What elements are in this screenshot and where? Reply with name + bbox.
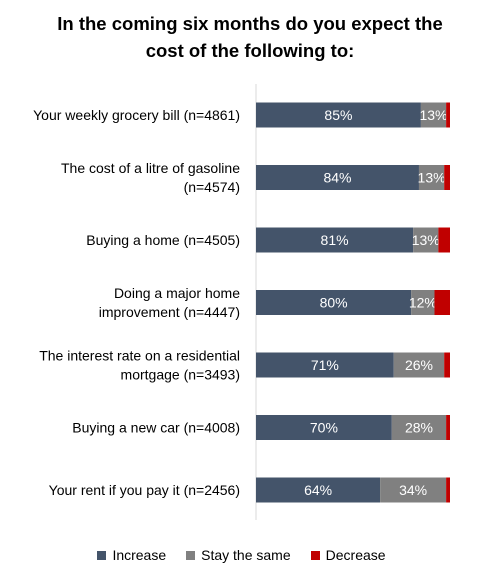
- bar-increase: [256, 290, 412, 315]
- data-label-increase: 64%: [304, 482, 332, 498]
- bar-stay-the-same: [420, 102, 447, 128]
- legend-swatch-increase: [97, 550, 107, 560]
- category-label: Your weekly grocery bill (n=4861): [33, 107, 240, 123]
- bar-increase: [256, 102, 421, 128]
- chart-title: In the coming six months do you expect t…: [30, 10, 470, 64]
- data-label-stay-the-same: 13%: [412, 232, 440, 248]
- data-label-increase: 85%: [324, 107, 352, 123]
- data-label-stay-the-same: 26%: [405, 357, 433, 373]
- legend-label-decrease: Decrease: [325, 547, 386, 563]
- bar-decrease: [446, 415, 450, 440]
- legend-item-stay-the-same: Stay the same: [186, 547, 291, 563]
- category-label: Doing a major home: [114, 285, 240, 301]
- data-label-stay-the-same: 13%: [419, 107, 447, 123]
- category-label: Your rent if you pay it (n=2456): [49, 482, 240, 498]
- bar-decrease: [446, 477, 450, 503]
- legend: Increase Stay the same Decrease: [0, 547, 483, 563]
- bar-stay-the-same: [380, 477, 447, 503]
- bar-increase: [256, 227, 414, 253]
- bar-stay-the-same: [418, 165, 445, 190]
- data-label-stay-the-same: 13%: [418, 170, 446, 186]
- bar-decrease: [438, 227, 450, 253]
- category-label: Buying a home (n=4505): [86, 232, 240, 248]
- legend-swatch-decrease: [310, 550, 320, 560]
- data-label-increase: 81%: [321, 232, 349, 248]
- bar-increase: [256, 352, 394, 378]
- bar-increase: [256, 415, 392, 440]
- data-label-increase: 70%: [310, 420, 338, 436]
- chart-title-line-2: cost of the following to:: [145, 40, 355, 61]
- data-label-stay-the-same: 12%: [409, 295, 437, 311]
- bar-stay-the-same: [413, 227, 439, 253]
- chart-title-line-1: In the coming six months do you expect t…: [57, 13, 443, 34]
- category-label: Buying a new car (n=4008): [72, 420, 240, 436]
- category-label: improvement (n=4447): [99, 304, 240, 320]
- legend-label-stay-the-same: Stay the same: [201, 547, 291, 563]
- bar-increase: [256, 165, 419, 190]
- category-label: (n=4574): [184, 179, 240, 195]
- bar-decrease: [434, 290, 450, 315]
- bar-decrease: [444, 352, 450, 378]
- legend-item-increase: Increase: [97, 547, 166, 563]
- legend-swatch-stay-the-same: [186, 550, 196, 560]
- data-label-increase: 71%: [311, 357, 339, 373]
- legend-label-increase: Increase: [112, 547, 167, 563]
- data-label-increase: 84%: [323, 170, 351, 186]
- bar-increase: [256, 477, 381, 503]
- bar-stay-the-same: [411, 290, 435, 315]
- legend-item-decrease: Decrease: [310, 547, 386, 563]
- bar-decrease: [446, 102, 450, 128]
- data-label-increase: 80%: [320, 295, 348, 311]
- data-label-stay-the-same: 34%: [399, 482, 427, 498]
- category-label: mortgage (n=3493): [121, 367, 240, 383]
- bar-decrease: [444, 165, 450, 190]
- data-label-stay-the-same: 28%: [405, 420, 433, 436]
- category-label: The cost of a litre of gasoline: [61, 160, 240, 176]
- bar-stay-the-same: [393, 352, 445, 378]
- bar-stay-the-same: [391, 415, 447, 440]
- category-label: The interest rate on a residential: [39, 348, 240, 364]
